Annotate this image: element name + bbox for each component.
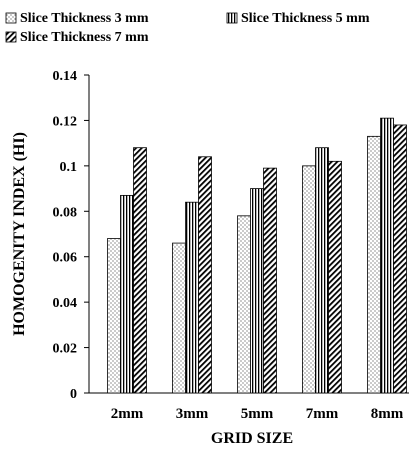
y-tick-label: 0.14	[53, 69, 78, 84]
y-tick-label: 0.02	[53, 342, 78, 357]
bar-8mm-slice-thickness-5-mm	[380, 117, 394, 394]
y-tick-label: 0.06	[53, 251, 78, 266]
x-tick-label-7mm: 7mm	[306, 406, 339, 422]
y-tick-label: 0	[70, 387, 77, 402]
bar-5mm-slice-thickness-7-mm	[263, 167, 277, 394]
x-tick-label-2mm: 2mm	[111, 406, 144, 422]
y-tick-label: 0.04	[53, 296, 78, 311]
legend-swatch-slice-thickness-5-mm	[226, 12, 238, 24]
legend-label-slice-thickness-7-mm: Slice Thickness 7 mm	[20, 30, 149, 45]
bar-3mm-slice-thickness-7-mm	[198, 156, 212, 394]
y-tick-label: 0.12	[53, 114, 78, 129]
legend: Slice Thickness 3 mm Slice Thickness 5 mm…	[5, 11, 370, 45]
bar-5mm-slice-thickness-5-mm	[250, 188, 264, 394]
bar-5mm-slice-thickness-3-mm	[237, 215, 251, 394]
x-tick-labels: 2mm 3mm 5mm 7mm 8mm	[111, 406, 404, 422]
x-axis-label: GRID SIZE	[211, 430, 293, 447]
bar-2mm-slice-thickness-7-mm	[133, 147, 147, 394]
legend-swatch-slice-thickness-7-mm	[5, 31, 17, 43]
legend-label-slice-thickness-3-mm: Slice Thickness 3 mm	[20, 11, 149, 26]
bar-3mm-slice-thickness-3-mm	[172, 242, 186, 394]
y-tick-label: 0.08	[53, 205, 78, 220]
y-axis-label: HOMOGENITY INDEX (HI)	[11, 132, 28, 336]
legend-label-slice-thickness-5-mm: Slice Thickness 5 mm	[241, 11, 370, 26]
x-tick-label-3mm: 3mm	[176, 406, 209, 422]
bar-8mm-slice-thickness-7-mm	[393, 124, 407, 394]
legend-swatch-slice-thickness-3-mm	[5, 12, 17, 24]
bar-7mm-slice-thickness-3-mm	[302, 165, 316, 394]
bar-2mm-slice-thickness-5-mm	[120, 194, 134, 394]
bar-7mm-slice-thickness-5-mm	[315, 147, 329, 394]
y-tick-label: 0.1	[60, 160, 78, 175]
bar-8mm-slice-thickness-3-mm	[367, 135, 381, 394]
bars	[107, 117, 407, 394]
bar-7mm-slice-thickness-7-mm	[328, 160, 342, 394]
bar-3mm-slice-thickness-5-mm	[185, 201, 199, 394]
bar-2mm-slice-thickness-3-mm	[107, 238, 121, 394]
x-tick-label-5mm: 5mm	[241, 406, 274, 422]
x-tick-label-8mm: 8mm	[371, 406, 404, 422]
y-ticks: 0 0.02 0.04 0.06 0.08 0.1 0.12 0.14	[53, 69, 89, 402]
